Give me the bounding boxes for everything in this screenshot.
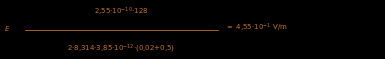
Text: $=\ 4{,}55{\cdot}10^{-1}\ \mathrm{V/m}$: $=\ 4{,}55{\cdot}10^{-1}\ \mathrm{V/m}$ bbox=[225, 22, 288, 34]
Text: $E\ $: $E\ $ bbox=[4, 24, 10, 33]
Text: $2{,}55{\cdot}10^{-10}{\cdot}128$: $2{,}55{\cdot}10^{-10}{\cdot}128$ bbox=[94, 6, 149, 18]
Text: $2{\cdot}8{,}314{\cdot}3{,}85{\cdot}10^{-12}{\cdot}(0{,}02{+}0{,}5)$: $2{\cdot}8{,}314{\cdot}3{,}85{\cdot}10^{… bbox=[67, 42, 175, 55]
